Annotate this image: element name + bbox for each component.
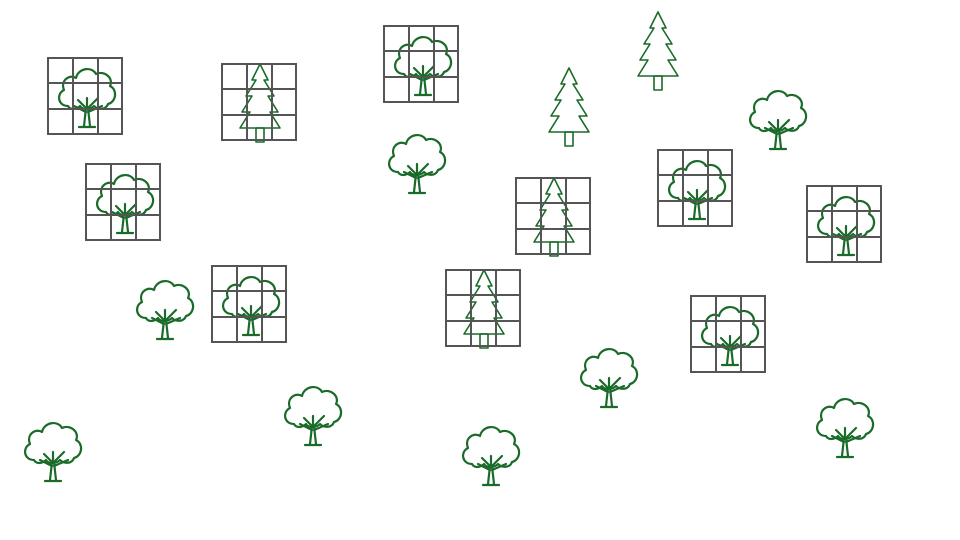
deciduous-tree-icon (816, 398, 875, 459)
grid-overlay (211, 265, 287, 343)
tile-s20[interactable] (450, 414, 530, 494)
grid-overlay (657, 149, 733, 227)
pine-tree-icon (445, 269, 521, 349)
deciduous-tree-icon (690, 295, 766, 373)
deciduous-tree-icon (462, 426, 521, 487)
tile-s16[interactable] (568, 336, 648, 416)
tile-s14[interactable] (444, 268, 524, 349)
deciduous-tree-icon (211, 265, 287, 343)
grid-overlay (445, 269, 521, 347)
tile-s8[interactable] (376, 122, 456, 202)
grid-overlay (515, 177, 591, 255)
pine-tree-icon (548, 67, 590, 147)
deciduous-tree-icon (136, 280, 195, 341)
deciduous-tree-icon (580, 348, 639, 409)
pine-tree-icon (221, 63, 297, 143)
tile-s18[interactable] (804, 386, 884, 466)
deciduous-tree-icon (806, 185, 882, 263)
tile-s19[interactable] (12, 410, 92, 490)
deciduous-tree-icon (657, 149, 733, 227)
tile-s7[interactable] (84, 162, 164, 242)
deciduous-tree-icon (383, 25, 459, 103)
grid-overlay (383, 25, 459, 103)
tile-s11[interactable] (805, 184, 885, 264)
grid-overlay (47, 57, 123, 135)
tile-s2[interactable] (220, 62, 300, 143)
grid-overlay (221, 63, 297, 141)
deciduous-tree-icon (284, 386, 343, 447)
grid-overlay (85, 163, 161, 241)
deciduous-tree-icon (24, 422, 83, 483)
deciduous-tree-icon (85, 163, 161, 241)
tile-s17[interactable] (272, 374, 352, 454)
tile-s13[interactable] (210, 264, 290, 344)
deciduous-tree-icon (47, 57, 123, 135)
pine-tree-icon (515, 177, 591, 257)
grid-overlay (806, 185, 882, 263)
tile-s10[interactable] (656, 148, 736, 228)
deciduous-tree-icon (388, 134, 447, 195)
tile-s9[interactable] (514, 176, 594, 257)
tile-s15[interactable] (689, 294, 769, 374)
pine-tree-icon (637, 11, 679, 91)
deciduous-tree-icon (749, 90, 808, 151)
tile-s5[interactable] (618, 10, 698, 91)
tile-s6[interactable] (737, 78, 817, 158)
tile-s3[interactable] (382, 24, 462, 104)
tile-s12[interactable] (124, 268, 204, 348)
tile-s1[interactable] (46, 56, 126, 136)
grid-overlay (690, 295, 766, 373)
tile-s4[interactable] (529, 66, 609, 147)
